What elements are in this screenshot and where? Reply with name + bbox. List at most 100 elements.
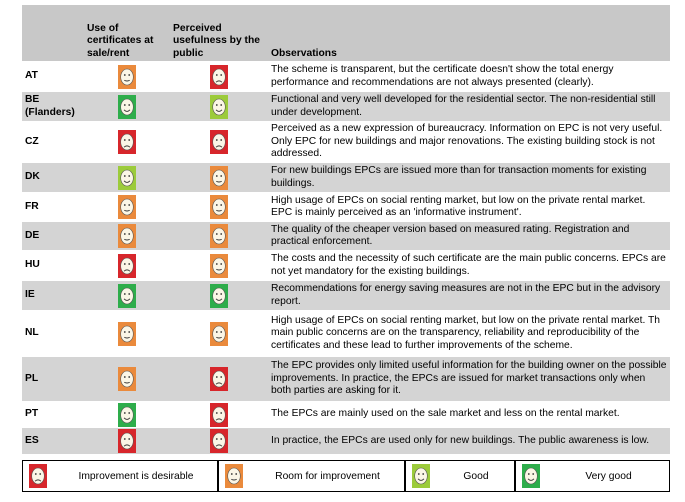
rating-icon [118, 322, 136, 346]
usefulness-rating [170, 356, 268, 402]
use-rating [84, 122, 170, 163]
rating-icon [412, 464, 430, 488]
legend-label: Good [463, 470, 489, 482]
country: DK [22, 162, 84, 193]
use-rating [84, 162, 170, 193]
header-row: Use of certificates at sale/rent Perceiv… [22, 5, 670, 62]
rating-icon [210, 284, 228, 308]
observation: For new buildings EPCs are issued more t… [268, 162, 670, 193]
header-cell: Perceived usefulness by the public [170, 5, 268, 62]
legend-item: Improvement is desirable [22, 460, 218, 492]
country: DE [22, 221, 84, 251]
rating-icon [210, 166, 228, 190]
usefulness-rating [170, 402, 268, 428]
rating-icon [210, 65, 228, 89]
usefulness-rating [170, 251, 268, 281]
rating-icon [210, 195, 228, 219]
rating-icon [118, 367, 136, 391]
country: NL [25, 327, 39, 339]
table-row: AT The scheme is transparent, but the cer… [22, 62, 670, 92]
observation: High usage of EPCs on social renting mar… [271, 314, 660, 351]
legend-label: Improvement is desirable [78, 470, 194, 482]
rating-icon [118, 429, 136, 453]
observation: The scheme is transparent, but the certi… [271, 64, 614, 88]
rating-icon [210, 224, 228, 248]
country: AT [25, 70, 38, 82]
legend-label: Room for improvement [275, 470, 380, 482]
use-rating [84, 402, 170, 428]
use-rating [84, 251, 170, 281]
rating-icon [118, 224, 136, 248]
use-rating [84, 280, 170, 311]
country: CZ [25, 135, 39, 147]
table-row: CZ Perceived as a new expression of burea… [22, 122, 670, 163]
legend: Improvement is desirable Room for improve… [22, 460, 670, 492]
rating-icon [118, 130, 136, 154]
rating-icon [118, 254, 136, 278]
usefulness-rating [170, 280, 268, 311]
legend-item: Room for improvement [218, 460, 405, 492]
table-row: NL High usage of EPCs on social renting m… [22, 311, 670, 357]
header-cell: Use of certificates at sale/rent [84, 5, 170, 62]
rating-icon [210, 254, 228, 278]
country: PT [25, 408, 39, 420]
rating-icon [118, 95, 136, 119]
legend-item: Good [405, 460, 515, 492]
observation: Functional and very well developed for t… [268, 91, 670, 122]
observation: Perceived as a new expression of bureauc… [271, 123, 663, 160]
usefulness-rating [170, 311, 268, 357]
rating-icon [210, 429, 228, 453]
rating-icon [118, 284, 136, 308]
use-rating [84, 311, 170, 357]
rating-icon [29, 464, 47, 488]
rating-icon [210, 95, 228, 119]
table-row: DE The quality of the cheaper version bas… [22, 221, 670, 251]
epc-table: Use of certificates at sale/rent Perceiv… [22, 5, 670, 455]
observation: The quality of the cheaper version based… [268, 221, 670, 251]
rating-icon [118, 195, 136, 219]
legend-item: Very good [515, 460, 670, 492]
rating-icon [118, 166, 136, 190]
use-rating [84, 356, 170, 402]
usefulness-rating [170, 162, 268, 193]
table-row: IE Recommendations for energy saving meas… [22, 280, 670, 311]
rating-icon [522, 464, 540, 488]
use-rating [84, 427, 170, 455]
table-row: DK For new buildings EPCs are issued more… [22, 162, 670, 193]
usefulness-rating [170, 221, 268, 251]
table-row: ES In practice, the EPCs are used only fo… [22, 427, 670, 455]
usefulness-rating [170, 91, 268, 122]
observation: High usage of EPCs on social renting mar… [271, 194, 646, 219]
rating-icon [225, 464, 243, 488]
observation: Recommendations for energy saving measur… [268, 280, 670, 311]
table-row: PL The EPC provides only limited useful i… [22, 356, 670, 402]
country: PL [22, 356, 84, 402]
observation: The EPCs are mainly used on the sale mar… [271, 408, 620, 420]
use-rating [84, 62, 170, 92]
rating-icon [210, 322, 228, 346]
legend-label: Very good [585, 470, 632, 482]
use-rating [84, 91, 170, 122]
header-empty [22, 5, 84, 62]
observation: In practice, the EPCs are used only for … [268, 427, 670, 455]
country: HU [25, 259, 40, 271]
rating-icon [118, 403, 136, 427]
use-rating [84, 193, 170, 222]
country: ES [22, 427, 84, 455]
table-row: PT The EPCs are mainly used on the sale m… [22, 402, 670, 428]
rating-icon [210, 403, 228, 427]
table-row: HU The costs and the necessity of such ce… [22, 251, 670, 281]
header-cell: Observations [268, 5, 670, 62]
country: BE (Flanders) [22, 91, 84, 122]
table-row: FR High usage of EPCs on social renting m… [22, 193, 670, 222]
rating-icon [210, 367, 228, 391]
table-row: BE (Flanders) Functional and very well de… [22, 91, 670, 122]
use-rating [84, 221, 170, 251]
rating-icon [118, 65, 136, 89]
observation: The costs and the necessity of such cert… [271, 253, 666, 277]
rating-icon [210, 130, 228, 154]
observation: The EPC provides only limited useful inf… [268, 356, 670, 402]
usefulness-rating [170, 122, 268, 163]
country: IE [22, 280, 84, 311]
